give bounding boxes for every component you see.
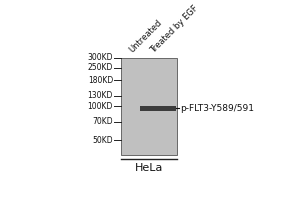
Text: 180KD: 180KD <box>88 76 113 85</box>
Bar <box>140 106 176 111</box>
Bar <box>121 58 177 155</box>
Text: p-FLT3-Y589/591: p-FLT3-Y589/591 <box>181 104 254 113</box>
Text: 130KD: 130KD <box>88 91 113 100</box>
Text: 250KD: 250KD <box>88 63 113 72</box>
Text: Untreated: Untreated <box>128 18 164 55</box>
Text: Treated by EGF: Treated by EGF <box>148 3 200 55</box>
Text: 100KD: 100KD <box>88 102 113 111</box>
Text: 300KD: 300KD <box>88 53 113 62</box>
Text: 70KD: 70KD <box>92 117 113 126</box>
Text: HeLa: HeLa <box>135 163 163 173</box>
Text: 50KD: 50KD <box>92 136 113 145</box>
